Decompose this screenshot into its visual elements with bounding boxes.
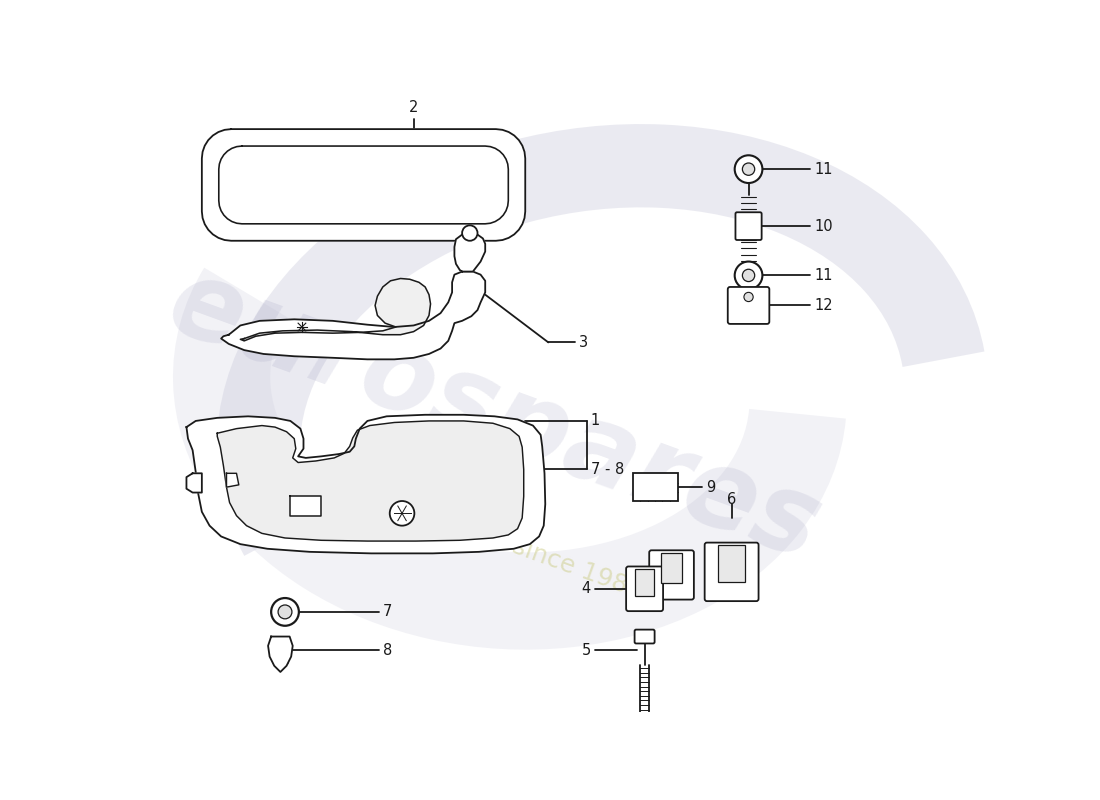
Polygon shape: [186, 474, 202, 493]
FancyBboxPatch shape: [649, 550, 694, 599]
Polygon shape: [186, 414, 546, 554]
Polygon shape: [268, 637, 293, 672]
Text: 12: 12: [814, 298, 833, 313]
Text: 9: 9: [706, 480, 715, 494]
Circle shape: [389, 501, 415, 526]
Polygon shape: [290, 496, 321, 516]
Circle shape: [742, 270, 755, 282]
Polygon shape: [218, 421, 524, 541]
Text: a passion for parts since 1985: a passion for parts since 1985: [282, 451, 646, 603]
FancyBboxPatch shape: [705, 542, 759, 601]
Text: 10: 10: [814, 218, 833, 234]
FancyBboxPatch shape: [728, 287, 769, 324]
Text: 7: 7: [383, 605, 393, 619]
Bar: [636, 569, 653, 596]
Text: 6: 6: [727, 492, 736, 507]
Text: 2: 2: [409, 100, 418, 115]
Polygon shape: [221, 271, 485, 359]
Polygon shape: [454, 233, 485, 271]
Bar: [661, 553, 682, 583]
Bar: [634, 474, 678, 501]
FancyBboxPatch shape: [626, 566, 663, 611]
Circle shape: [271, 598, 299, 626]
Text: 4: 4: [582, 582, 591, 596]
Text: 11: 11: [814, 268, 833, 283]
Polygon shape: [241, 278, 430, 341]
Text: 1: 1: [591, 414, 600, 429]
Circle shape: [735, 155, 762, 183]
Bar: [717, 545, 746, 582]
Circle shape: [735, 262, 762, 290]
Polygon shape: [227, 474, 239, 487]
Circle shape: [462, 226, 477, 241]
Text: 7 - 8: 7 - 8: [591, 462, 624, 477]
Text: 8: 8: [383, 643, 392, 658]
Text: 3: 3: [580, 335, 588, 350]
Circle shape: [744, 292, 754, 302]
Text: 5: 5: [582, 643, 591, 658]
Circle shape: [742, 163, 755, 175]
Polygon shape: [202, 129, 526, 241]
Text: 11: 11: [814, 162, 833, 177]
Circle shape: [278, 605, 292, 619]
FancyBboxPatch shape: [635, 630, 654, 643]
Text: eurospares: eurospares: [154, 249, 835, 582]
FancyBboxPatch shape: [736, 212, 761, 240]
